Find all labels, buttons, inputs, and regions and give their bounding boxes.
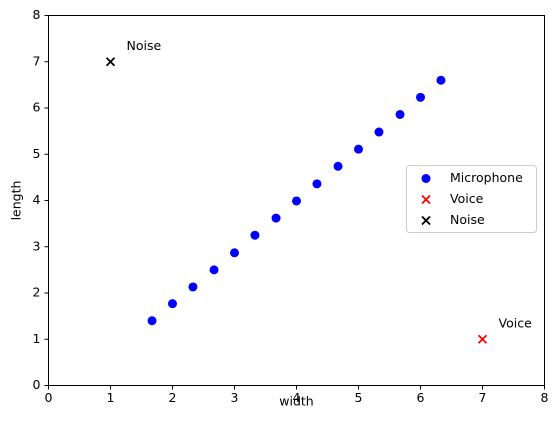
microphone-point xyxy=(395,109,405,119)
microphone-point xyxy=(250,230,260,240)
legend-voice-marker xyxy=(421,194,431,205)
microphone-point xyxy=(292,196,301,206)
legend-noise-label: Noise xyxy=(450,212,485,227)
microphone-point xyxy=(147,316,157,326)
y-tick-label: 8 xyxy=(33,7,41,22)
y-tick-label: 6 xyxy=(33,100,41,115)
microphone-point xyxy=(374,127,384,137)
microphone-point xyxy=(354,144,363,154)
y-tick-label: 0 xyxy=(33,377,41,392)
x-axis-label: width xyxy=(279,394,313,409)
y-tick-label: 1 xyxy=(33,331,41,346)
microphone-point xyxy=(188,282,198,292)
microphone-point xyxy=(209,265,219,275)
microphone-point xyxy=(230,248,239,258)
x-tick-label: 2 xyxy=(169,390,177,405)
microphone-point xyxy=(333,161,343,171)
microphone-point xyxy=(416,92,425,102)
legend-microphone-marker xyxy=(421,174,431,183)
legend-noise-marker xyxy=(421,215,431,226)
y-tick-label: 7 xyxy=(33,53,41,68)
microphone-point xyxy=(436,75,446,85)
x-tick-label: 6 xyxy=(417,390,425,405)
x-tick-label: 5 xyxy=(355,390,363,405)
y-tick-label: 3 xyxy=(33,238,41,253)
noise-point xyxy=(105,57,116,67)
microphone-point xyxy=(271,213,281,223)
x-tick-label: 4 xyxy=(293,390,301,405)
x-tick-label: 3 xyxy=(231,390,239,405)
x-tick-label: 8 xyxy=(541,390,549,405)
annotation-voice: Voice xyxy=(499,315,533,330)
annotations: Voice Noise xyxy=(127,38,533,331)
legend: Microphone Voice Noise xyxy=(406,165,537,233)
legend-microphone-label: Microphone xyxy=(450,170,523,185)
y-tick-label: 4 xyxy=(33,192,41,207)
microphone-point xyxy=(312,179,322,189)
x-tick-label: 0 xyxy=(45,390,53,405)
annotation-noise: Noise xyxy=(127,38,162,53)
y-tick-label: 2 xyxy=(33,285,41,300)
y-tick-label: 5 xyxy=(33,146,41,161)
data-points xyxy=(105,57,488,344)
legend-voice-label: Voice xyxy=(450,191,484,206)
legend-frame xyxy=(406,165,537,233)
x-tick-label: 1 xyxy=(107,390,115,405)
y-axis-label: length xyxy=(9,181,24,221)
x-tick-label: 7 xyxy=(479,390,487,405)
microphone-point xyxy=(168,299,177,309)
voice-point xyxy=(477,334,488,344)
axis-ticks: 0 1 2 3 4 5 6 7 8 0 1 2 3 4 5 6 7 8 xyxy=(33,7,549,405)
